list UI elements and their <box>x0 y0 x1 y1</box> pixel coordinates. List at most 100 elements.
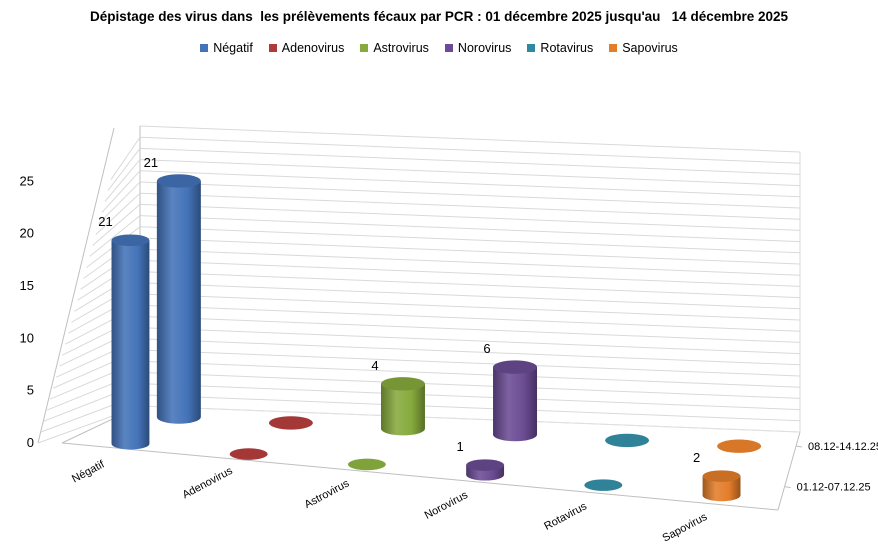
legend-swatch <box>527 44 536 52</box>
bar-base <box>229 448 268 460</box>
side-gridline <box>98 181 141 224</box>
bar <box>717 439 762 453</box>
side-gridline <box>101 170 141 213</box>
bar: 21 <box>144 155 201 424</box>
bar <box>229 448 268 460</box>
gridline <box>139 282 801 310</box>
gridline <box>139 349 801 377</box>
legend-swatch <box>444 44 453 52</box>
x-tick-label: Astrovirus <box>303 477 352 511</box>
floor-right-edge <box>777 431 801 511</box>
gridline <box>139 304 801 332</box>
gridline <box>139 327 801 355</box>
bar-top <box>111 234 150 247</box>
data-label: 1 <box>457 439 464 454</box>
gridline <box>139 215 801 243</box>
y-tick-label: 10 <box>20 330 34 345</box>
legend-item: Rotavirus <box>527 41 593 55</box>
bars: 21 4 6 21 1 2 <box>98 155 762 502</box>
gridline <box>139 136 801 164</box>
legend-item: Sapovirus <box>609 41 678 55</box>
gridline <box>139 394 801 422</box>
gridline <box>139 237 801 265</box>
gridline <box>139 181 801 209</box>
bar-top <box>156 174 201 188</box>
legend: Négatif Adenovirus Astrovirus Norovirus Rota… <box>0 41 878 55</box>
x-tick-label: Sapovirus <box>661 511 710 545</box>
bar-body <box>111 240 150 450</box>
gridline <box>139 170 801 198</box>
floor-back-edge <box>139 405 801 433</box>
data-label: 21 <box>98 214 112 229</box>
x-axis-labels: Négatif Adenovirus Astrovirus Norovirus Rota… <box>70 458 710 545</box>
legend-swatch <box>360 44 369 52</box>
bar-base <box>347 458 386 471</box>
data-label: 2 <box>693 450 700 465</box>
gridline <box>139 259 801 287</box>
bar: 21 <box>98 214 150 450</box>
y-axis-line <box>37 127 115 444</box>
gridline <box>139 226 801 254</box>
gridlines <box>139 125 801 433</box>
bar-top <box>380 377 425 391</box>
legend-label: Astrovirus <box>373 41 429 55</box>
legend-label: Adenovirus <box>281 41 345 55</box>
gridline <box>139 271 801 299</box>
floor-front-edge <box>61 442 779 511</box>
bar-base <box>584 479 623 491</box>
bar <box>605 433 650 448</box>
gridline <box>139 203 801 231</box>
legend-swatch <box>609 44 618 52</box>
gridline <box>139 248 801 276</box>
chart-title: Dépistage des virus dans les prélèvement… <box>89 9 789 24</box>
x-tick-label: Norovirus <box>423 489 471 522</box>
legend-swatch <box>200 44 209 52</box>
legend-label: Norovirus <box>457 41 512 55</box>
gridline <box>139 125 801 153</box>
bar: 6 <box>483 341 538 442</box>
y-tick-label: 15 <box>20 278 34 293</box>
side-gridline <box>110 136 141 180</box>
y-tick-label: 5 <box>27 383 34 398</box>
gridline <box>139 371 801 399</box>
depth-axis-labels: 01.12-07.12.25 08.12-14.12.25 <box>784 441 878 494</box>
bar-top <box>702 470 741 482</box>
x-tick-label: Adenovirus <box>180 465 235 502</box>
bar-base <box>605 433 650 448</box>
side-gridline <box>95 192 141 235</box>
bar: 2 <box>693 450 741 502</box>
side-gridline <box>92 204 141 246</box>
gridline <box>139 192 801 220</box>
legend-item: Norovirus <box>444 41 512 55</box>
side-gridline <box>107 148 141 191</box>
bar <box>347 458 386 471</box>
bar <box>268 416 313 430</box>
bar-body <box>493 367 538 442</box>
bar <box>584 479 623 491</box>
gridline <box>139 159 801 187</box>
bar-body <box>380 383 425 436</box>
data-label: 4 <box>371 358 378 373</box>
depth-label: 08.12-14.12.25 <box>808 441 878 453</box>
bar: 1 <box>457 439 505 481</box>
legend-item: Négatif <box>200 41 253 55</box>
y-tick-label: 25 <box>20 173 34 188</box>
y-tick-label: 20 <box>20 226 34 241</box>
bar: 4 <box>371 358 425 436</box>
data-label: 6 <box>483 341 490 356</box>
gridline <box>139 360 801 388</box>
bar-body <box>156 180 201 424</box>
bar-top <box>493 360 538 374</box>
gridline <box>139 293 801 321</box>
depth-label: 01.12-07.12.25 <box>797 482 871 494</box>
gridline <box>139 315 801 343</box>
data-label: 21 <box>144 155 158 170</box>
depth-tick <box>784 486 791 489</box>
legend-swatch <box>268 44 277 52</box>
legend-item: Astrovirus <box>360 41 429 55</box>
x-tick-label: Négatif <box>70 458 107 485</box>
gridline <box>139 338 801 366</box>
y-tick-label: 0 <box>27 435 34 450</box>
bar-base <box>717 439 762 453</box>
